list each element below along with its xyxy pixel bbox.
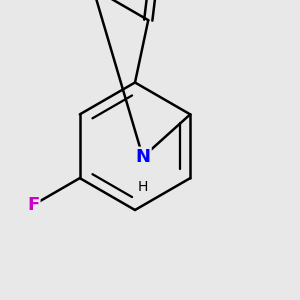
Text: N: N — [135, 148, 150, 166]
Text: H: H — [138, 180, 148, 194]
Text: F: F — [27, 196, 39, 214]
